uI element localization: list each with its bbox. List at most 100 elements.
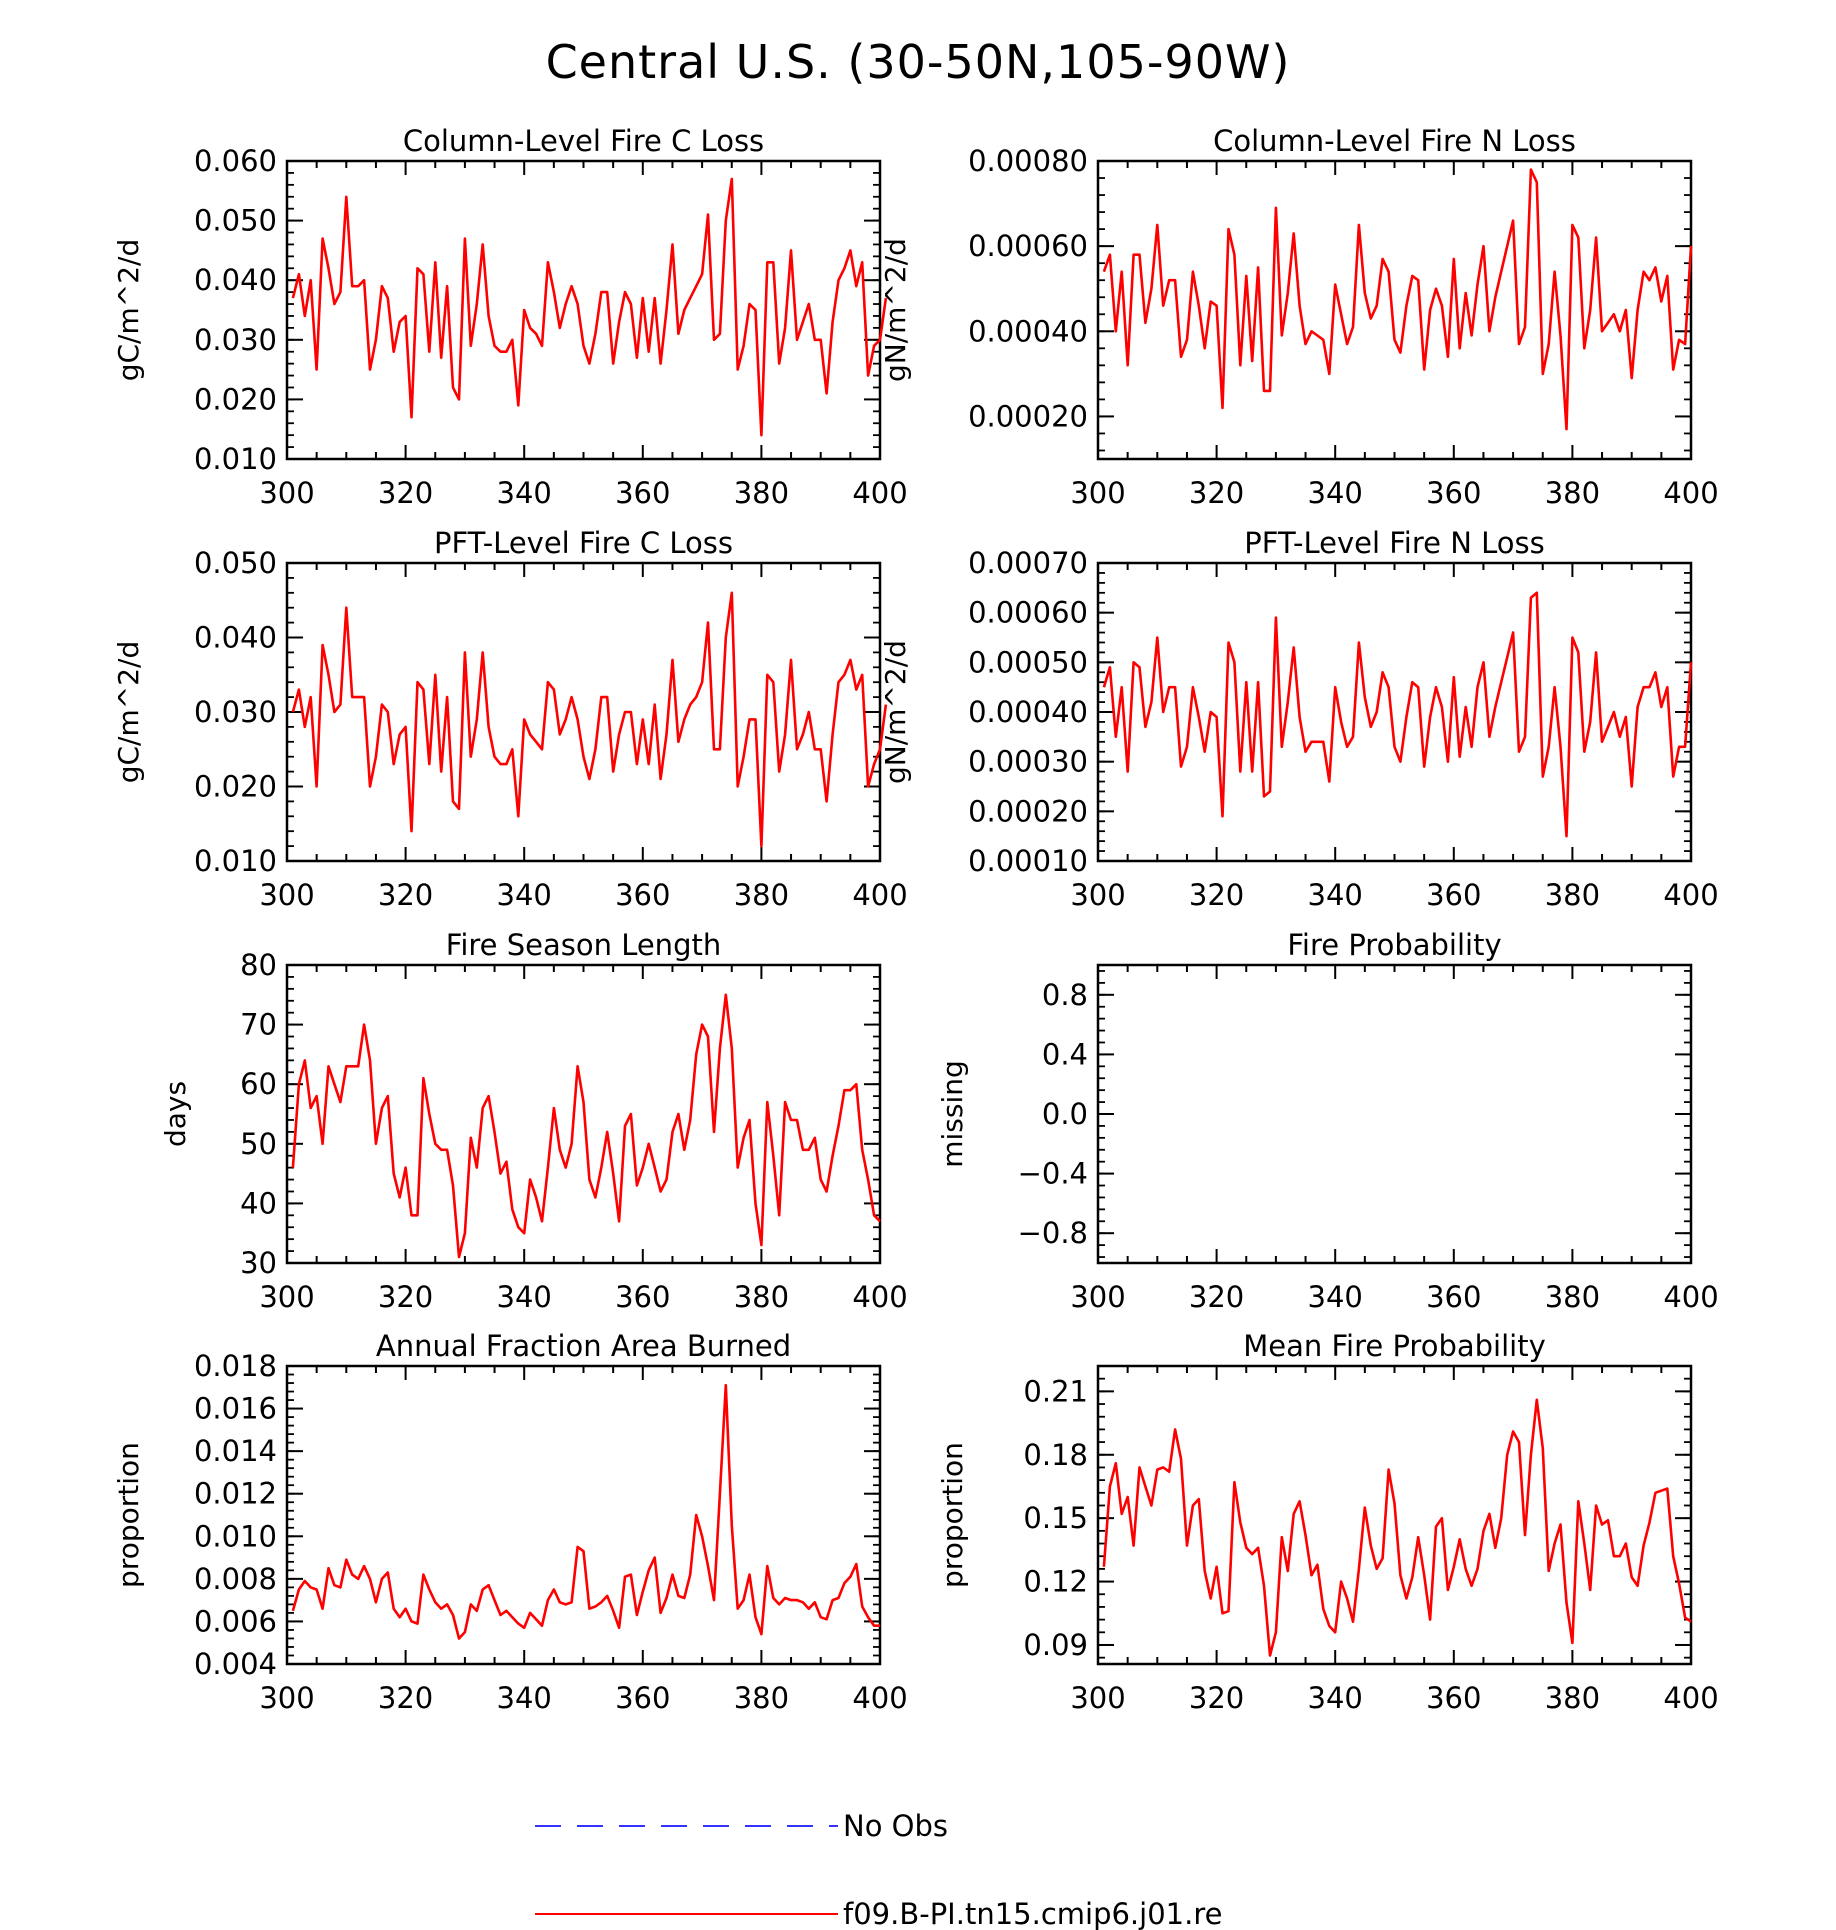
- x-tick-label: 320: [1189, 1681, 1244, 1715]
- x-tick-label: 340: [497, 1280, 552, 1314]
- x-tick-label: 340: [1308, 476, 1363, 510]
- x-tick-label: 400: [1663, 1280, 1718, 1314]
- y-tick-label: 0.00020: [968, 794, 1088, 828]
- panel-title: Column-Level Fire C Loss: [403, 124, 764, 158]
- y-tick-label: 0.018: [194, 1349, 277, 1383]
- y-tick-label: 0.060: [194, 144, 277, 178]
- x-tick-label: 320: [378, 476, 433, 510]
- x-tick-label: 340: [1308, 878, 1363, 912]
- panel-fire-season-length: Fire Season Length days 300 320 340 360 380 400…: [159, 928, 908, 1314]
- y-tick-label: 50: [240, 1127, 277, 1161]
- y-tick-label: −0.4: [1018, 1157, 1088, 1191]
- x-tick-label: 360: [615, 1280, 670, 1314]
- plot-frame: [285, 1364, 882, 1666]
- y-tick-label: 0.050: [194, 546, 277, 580]
- y-tick-label: 0.004: [194, 1647, 277, 1681]
- plot-frame: [1096, 561, 1693, 863]
- y-tick-label: 0.010: [194, 442, 277, 476]
- y-tick-label: 0.8: [1042, 978, 1088, 1012]
- y-tick-label: 0.00040: [968, 695, 1088, 729]
- x-tick-label: 300: [259, 878, 314, 912]
- y-tick-label: 0.00070: [968, 546, 1088, 580]
- y-tick-label: 0.014: [194, 1434, 277, 1468]
- series-line-f09-b-pi-tn15-cmip6-j01-re: [1102, 1398, 1692, 1657]
- series-line-f09-b-pi-tn15-cmip6-j01-re: [291, 177, 888, 437]
- x-tick-label: 380: [1545, 476, 1600, 510]
- y-tick-label: 0.15: [1023, 1501, 1088, 1535]
- y-tick-label: 30: [240, 1246, 277, 1280]
- x-tick-label: 400: [852, 1681, 907, 1715]
- panel-title: PFT-Level Fire C Loss: [434, 526, 733, 560]
- x-tick-label: 360: [615, 476, 670, 510]
- y-tick-label: 0.008: [194, 1562, 277, 1596]
- y-axis-label: gC/m^2/d: [112, 641, 145, 784]
- x-tick-label: 400: [852, 878, 907, 912]
- x-tick-label: 300: [259, 1681, 314, 1715]
- legend-label-no-obs: No Obs: [843, 1809, 948, 1843]
- x-tick-label: 340: [1308, 1681, 1363, 1715]
- series-line-f09-b-pi-tn15-cmip6-j01-re: [1102, 168, 1693, 431]
- x-tick-label: 300: [259, 476, 314, 510]
- y-tick-label: 0.18: [1023, 1438, 1088, 1472]
- panel-title: Fire Probability: [1287, 928, 1501, 962]
- y-tick-label: 0.00020: [968, 399, 1088, 433]
- panel-title: Column-Level Fire N Loss: [1213, 124, 1576, 158]
- x-tick-label: 340: [1308, 1280, 1363, 1314]
- x-tick-label: 380: [734, 476, 789, 510]
- y-tick-label: 0.020: [194, 382, 277, 416]
- x-tick-label: 380: [1545, 1280, 1600, 1314]
- x-tick-label: 340: [497, 1681, 552, 1715]
- y-axis-label: gN/m^2/d: [879, 640, 912, 784]
- panel-fire-probability: Fire Probability missing 300 320 340 360 380 40…: [936, 928, 1719, 1314]
- x-tick-label: 360: [1426, 1681, 1481, 1715]
- x-tick-label: 360: [615, 1681, 670, 1715]
- plot-frame: [285, 561, 882, 863]
- y-tick-label: 0.00040: [968, 314, 1088, 348]
- panels: Column-Level Fire C Loss gC/m^2/d 300 320 34…: [112, 124, 1719, 1715]
- panel-pft-level-fire-n-loss: PFT-Level Fire N Loss gN/m^2/d 300 320 340 36…: [879, 526, 1719, 912]
- y-axis-label: days: [159, 1081, 192, 1147]
- y-axis-label: missing: [936, 1060, 969, 1168]
- y-tick-label: 0.00080: [968, 144, 1088, 178]
- y-tick-label: 0.12: [1023, 1565, 1088, 1599]
- x-tick-label: 380: [734, 1280, 789, 1314]
- y-tick-label: 0.050: [194, 204, 277, 238]
- x-tick-label: 320: [1189, 476, 1244, 510]
- x-tick-label: 320: [1189, 878, 1244, 912]
- panel-title: Mean Fire Probability: [1243, 1329, 1546, 1363]
- panel-pft-level-fire-c-loss: PFT-Level Fire C Loss gC/m^2/d 300 320 340 36…: [112, 526, 908, 912]
- y-axis-label: proportion: [112, 1442, 145, 1588]
- panel-title: Fire Season Length: [446, 928, 721, 962]
- y-tick-label: 60: [240, 1067, 277, 1101]
- y-tick-label: 0.020: [194, 770, 277, 804]
- y-tick-label: 40: [240, 1186, 277, 1220]
- y-tick-label: 0.006: [194, 1604, 277, 1638]
- y-tick-label: 0.040: [194, 621, 277, 655]
- plot-frame: [1096, 963, 1693, 1265]
- x-tick-label: 380: [1545, 1681, 1600, 1715]
- x-tick-label: 380: [1545, 878, 1600, 912]
- y-tick-label: 0.09: [1023, 1628, 1088, 1662]
- figure-title: Central U.S. (30-50N,105-90W): [546, 35, 1291, 89]
- x-tick-label: 340: [497, 476, 552, 510]
- y-tick-label: 0.00060: [968, 229, 1088, 263]
- y-tick-label: 0.040: [194, 263, 277, 297]
- panel-column-level-fire-n-loss: Column-Level Fire N Loss gN/m^2/d 300 320 34…: [879, 124, 1719, 510]
- y-tick-label: 0.012: [194, 1477, 277, 1511]
- x-tick-label: 360: [1426, 476, 1481, 510]
- panel-column-level-fire-c-loss: Column-Level Fire C Loss gC/m^2/d 300 320 34…: [112, 124, 908, 510]
- x-tick-label: 360: [1426, 1280, 1481, 1314]
- y-axis-label: proportion: [936, 1442, 969, 1588]
- panel-title: Annual Fraction Area Burned: [376, 1329, 791, 1363]
- x-tick-label: 320: [378, 1280, 433, 1314]
- y-tick-label: 0.030: [194, 695, 277, 729]
- plot-frame: [1096, 159, 1693, 461]
- series-line-f09-b-pi-tn15-cmip6-j01-re: [291, 993, 881, 1259]
- series-line-f09-b-pi-tn15-cmip6-j01-re: [291, 1383, 880, 1640]
- y-axis-label: gN/m^2/d: [879, 238, 912, 382]
- y-tick-label: 0.010: [194, 844, 277, 878]
- y-tick-label: 0.00060: [968, 596, 1088, 630]
- x-tick-label: 300: [1070, 878, 1125, 912]
- x-tick-label: 400: [1663, 878, 1718, 912]
